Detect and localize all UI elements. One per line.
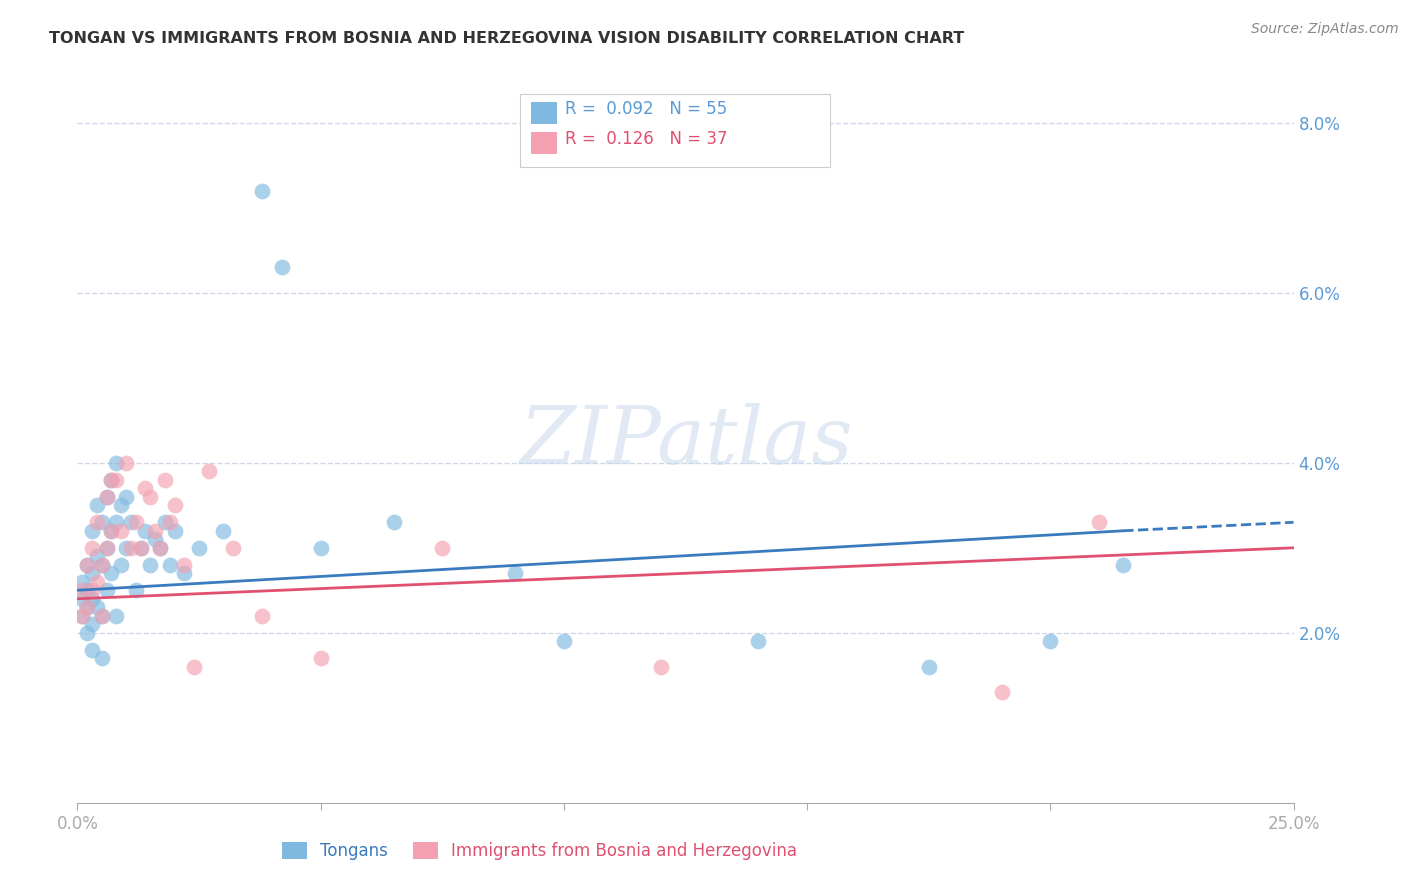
Point	[149, 541, 172, 555]
Point	[100, 524, 122, 538]
Point	[90, 558, 112, 572]
Point	[110, 558, 132, 572]
Text: ZIPatlas: ZIPatlas	[519, 403, 852, 480]
Point	[553, 634, 575, 648]
Point	[90, 608, 112, 623]
Point	[86, 574, 108, 589]
Point	[134, 524, 156, 538]
Point	[143, 533, 166, 547]
Point	[80, 591, 103, 606]
Point	[134, 481, 156, 495]
Point	[80, 617, 103, 632]
Point	[105, 456, 128, 470]
Point	[70, 583, 93, 598]
Point	[163, 498, 186, 512]
Point	[1039, 634, 1062, 648]
Point	[96, 541, 118, 555]
Point	[70, 591, 93, 606]
Point	[86, 549, 108, 564]
Point	[143, 524, 166, 538]
Point	[250, 608, 273, 623]
Point	[120, 516, 142, 530]
Point	[159, 516, 181, 530]
Point	[173, 558, 195, 572]
Point	[120, 541, 142, 555]
Point	[80, 566, 103, 581]
Point	[80, 541, 103, 555]
Point	[105, 473, 128, 487]
Point	[76, 625, 98, 640]
Point	[990, 685, 1012, 699]
Point	[139, 558, 162, 572]
Point	[212, 524, 235, 538]
Point	[100, 524, 122, 538]
Point	[96, 541, 118, 555]
Point	[115, 456, 138, 470]
Text: TONGAN VS IMMIGRANTS FROM BOSNIA AND HERZEGOVINA VISION DISABILITY CORRELATION C: TONGAN VS IMMIGRANTS FROM BOSNIA AND HER…	[49, 31, 965, 46]
Point	[129, 541, 152, 555]
Point	[80, 642, 103, 657]
Text: Source: ZipAtlas.com: Source: ZipAtlas.com	[1251, 22, 1399, 37]
Point	[115, 541, 138, 555]
Point	[80, 583, 103, 598]
Point	[76, 583, 98, 598]
Point	[125, 516, 148, 530]
Point	[163, 524, 186, 538]
Point	[382, 516, 405, 530]
Point	[139, 490, 162, 504]
Point	[197, 464, 219, 478]
Point	[90, 608, 112, 623]
Point	[86, 498, 108, 512]
Point	[153, 473, 176, 487]
Point	[149, 541, 172, 555]
Point	[86, 516, 108, 530]
Point	[153, 516, 176, 530]
Point	[110, 498, 132, 512]
Point	[188, 541, 211, 555]
Point	[173, 566, 195, 581]
Point	[96, 490, 118, 504]
Point	[309, 651, 332, 665]
Point	[105, 608, 128, 623]
Point	[76, 600, 98, 615]
Point	[125, 583, 148, 598]
Point	[430, 541, 453, 555]
Point	[1112, 558, 1135, 572]
Point	[70, 574, 93, 589]
Point	[90, 651, 112, 665]
Point	[105, 516, 128, 530]
Point	[70, 608, 93, 623]
Point	[96, 490, 118, 504]
Point	[650, 660, 672, 674]
Point	[159, 558, 181, 572]
Point	[270, 260, 292, 275]
Point	[100, 473, 122, 487]
Point	[503, 566, 526, 581]
Point	[76, 558, 98, 572]
Point	[747, 634, 769, 648]
Legend: Tongans, Immigrants from Bosnia and Herzegovina: Tongans, Immigrants from Bosnia and Herz…	[276, 835, 804, 867]
Point	[309, 541, 332, 555]
Text: R =  0.092   N = 55: R = 0.092 N = 55	[565, 100, 727, 118]
Point	[90, 516, 112, 530]
Point	[76, 558, 98, 572]
Point	[76, 600, 98, 615]
Point	[183, 660, 205, 674]
Point	[96, 583, 118, 598]
Point	[1088, 516, 1111, 530]
Point	[100, 566, 122, 581]
Point	[918, 660, 941, 674]
Point	[80, 524, 103, 538]
Point	[70, 608, 93, 623]
Point	[222, 541, 245, 555]
Point	[86, 600, 108, 615]
Text: R =  0.126   N = 37: R = 0.126 N = 37	[565, 130, 728, 148]
Point	[129, 541, 152, 555]
Point	[110, 524, 132, 538]
Point	[250, 184, 273, 198]
Point	[100, 473, 122, 487]
Point	[90, 558, 112, 572]
Point	[115, 490, 138, 504]
